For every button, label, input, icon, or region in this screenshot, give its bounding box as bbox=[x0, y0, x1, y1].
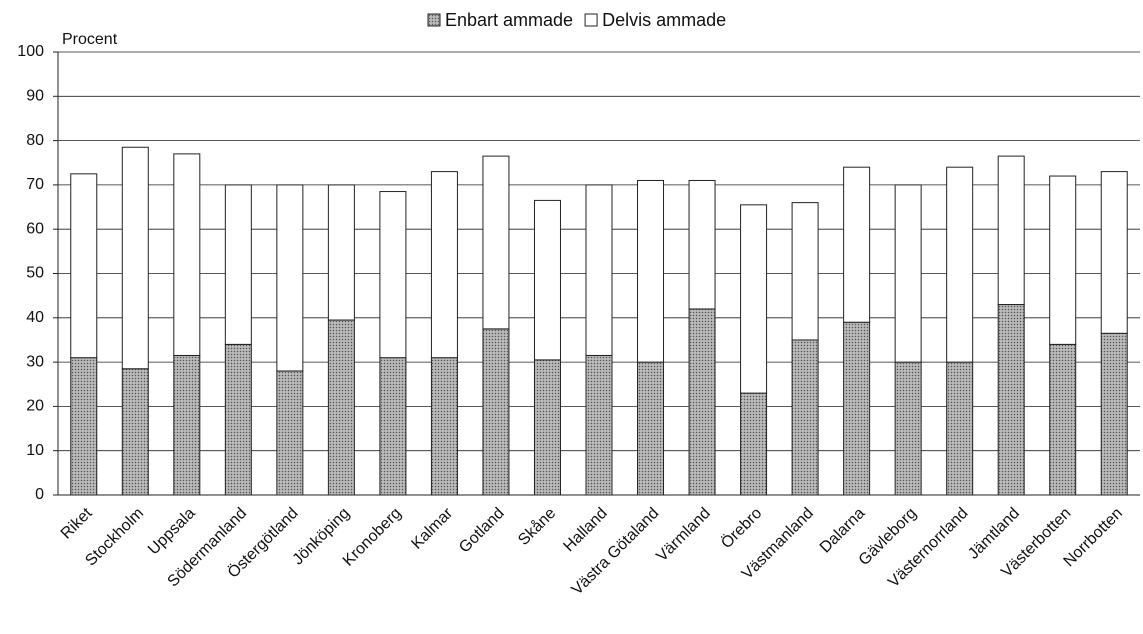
x-tick-label: Kalmar bbox=[408, 504, 456, 552]
x-tick-label: Gotland bbox=[456, 505, 508, 557]
bar-segment bbox=[533, 199, 561, 361]
x-tick-label: Uppsala bbox=[145, 505, 199, 559]
bar-segment bbox=[740, 204, 768, 394]
legend-label: Delvis ammade bbox=[602, 10, 726, 30]
bar-segment bbox=[173, 153, 201, 356]
x-tick-label: Skåne bbox=[514, 504, 559, 549]
bar-segment bbox=[585, 184, 613, 356]
bar-segment bbox=[843, 321, 871, 496]
bar-segment bbox=[430, 357, 458, 496]
legend-swatch bbox=[427, 13, 441, 27]
bar-segment bbox=[276, 184, 304, 372]
bar-segment bbox=[997, 304, 1025, 496]
legend-label: Enbart ammade bbox=[445, 10, 573, 30]
y-tick-label: 50 bbox=[26, 265, 44, 282]
x-tick-label: Riket bbox=[58, 504, 96, 542]
bar-segment bbox=[946, 166, 974, 363]
bar-segment bbox=[482, 328, 510, 496]
y-tick-label: 80 bbox=[26, 132, 44, 149]
y-tick-label: 90 bbox=[26, 88, 44, 105]
bar-segment bbox=[533, 359, 561, 496]
y-tick-label: 100 bbox=[17, 43, 44, 60]
y-tick-label: 40 bbox=[26, 309, 44, 326]
y-tick-label: 10 bbox=[26, 442, 44, 459]
bar-segment bbox=[637, 179, 665, 363]
bar-segment bbox=[121, 146, 149, 370]
x-tick-label: Västra Götaland bbox=[569, 505, 663, 599]
bar-segment bbox=[791, 339, 819, 496]
y-tick-label: 70 bbox=[26, 176, 44, 193]
bar-segment bbox=[224, 343, 252, 496]
x-tick-label: Värmland bbox=[653, 505, 713, 565]
y-tick-label: 20 bbox=[26, 398, 44, 415]
bar-segment bbox=[894, 361, 922, 496]
bar-segment bbox=[70, 173, 98, 359]
bar-segment bbox=[327, 319, 355, 496]
y-tick-label: 60 bbox=[26, 220, 44, 237]
bar-segment bbox=[1100, 171, 1128, 334]
bar-segment bbox=[688, 179, 716, 310]
bar-segment bbox=[894, 184, 922, 363]
y-axis-title: Procent bbox=[62, 31, 118, 48]
bar-segment bbox=[791, 202, 819, 341]
bar-segment bbox=[379, 191, 407, 359]
bar-segment bbox=[276, 370, 304, 496]
legend-swatch bbox=[584, 13, 598, 27]
bar-segment bbox=[70, 357, 98, 496]
x-tick-label: Halland bbox=[560, 505, 610, 555]
y-tick-label: 30 bbox=[26, 353, 44, 370]
bar-segment bbox=[637, 361, 665, 496]
bar-segment bbox=[843, 166, 871, 323]
bar-segment bbox=[946, 361, 974, 496]
bar-segment bbox=[121, 368, 149, 496]
bar-segment bbox=[740, 392, 768, 496]
bar-segment bbox=[585, 354, 613, 496]
bar-segment bbox=[1049, 343, 1077, 496]
x-tick-label: Dalarna bbox=[817, 505, 869, 557]
bar-segment bbox=[1049, 175, 1077, 345]
bar-segment bbox=[688, 308, 716, 496]
y-tick-label: 0 bbox=[35, 486, 44, 503]
bar-segment bbox=[173, 354, 201, 496]
bar-segment bbox=[379, 357, 407, 496]
bar-segment bbox=[327, 184, 355, 321]
x-tick-label: Örebro bbox=[717, 504, 765, 552]
bar-segment bbox=[1100, 332, 1128, 496]
bar-segment bbox=[482, 155, 510, 330]
bar-segment bbox=[997, 155, 1025, 306]
bar-segment bbox=[224, 184, 252, 345]
bar-segment bbox=[430, 171, 458, 359]
